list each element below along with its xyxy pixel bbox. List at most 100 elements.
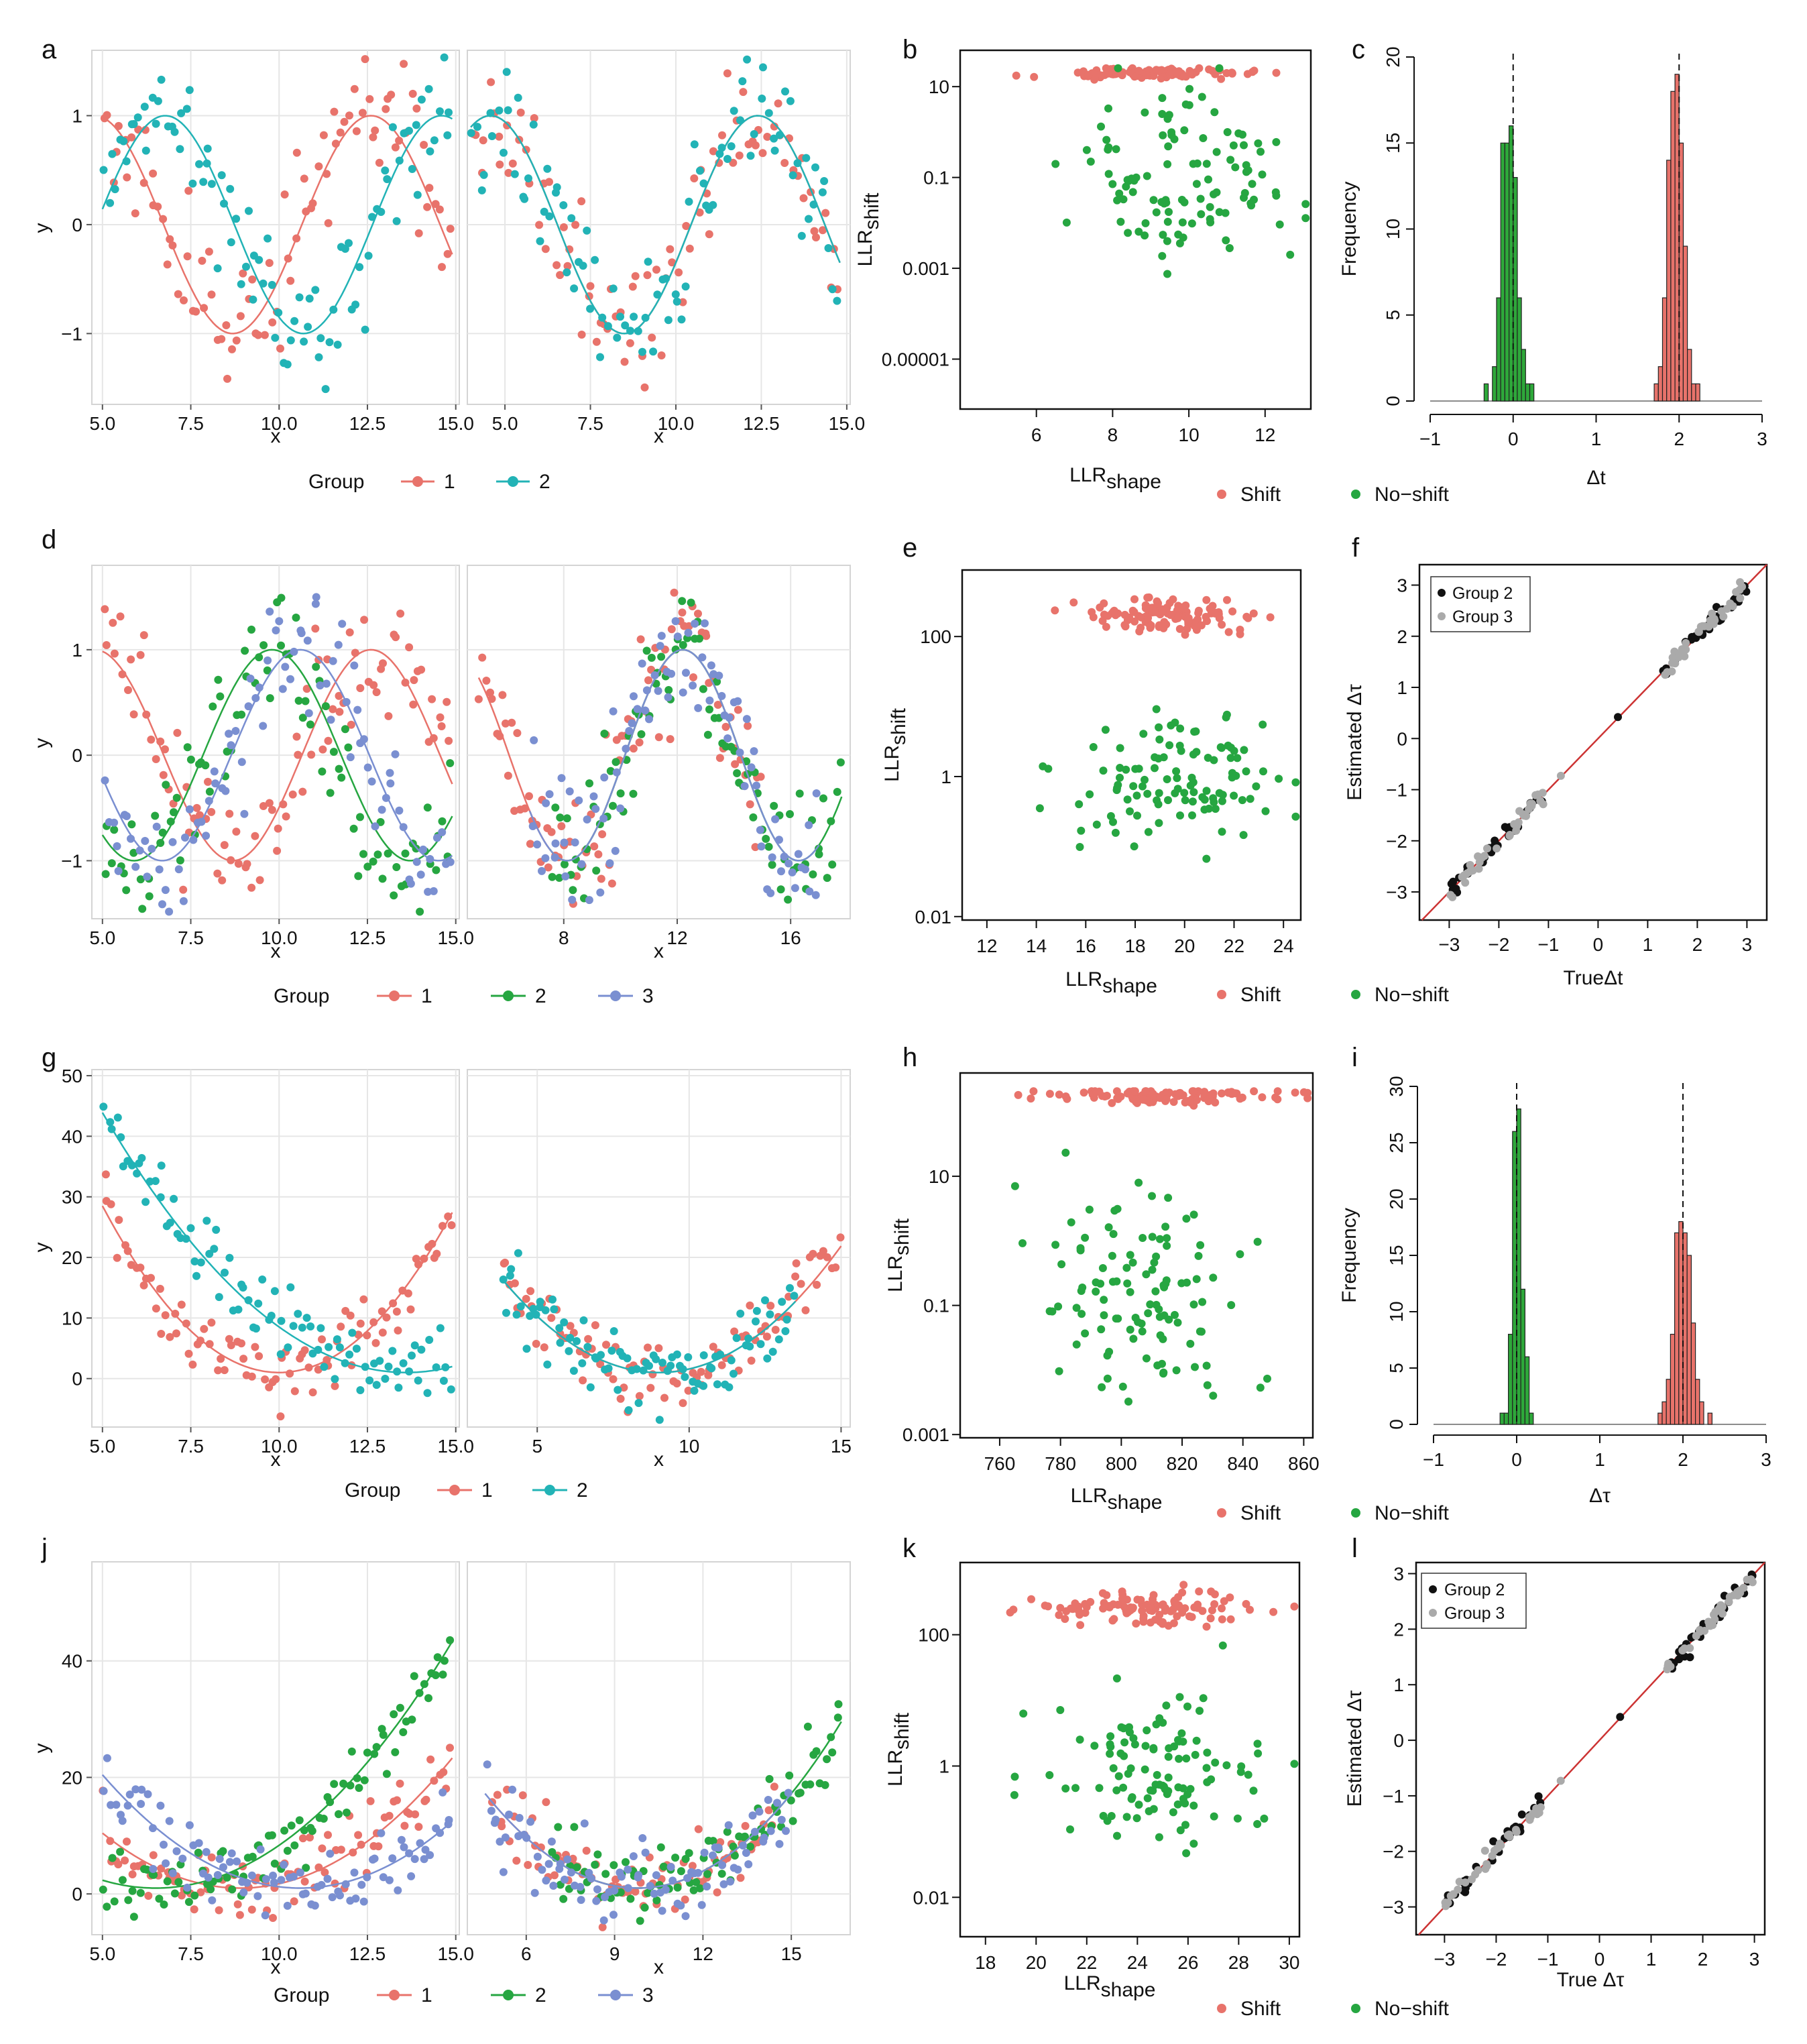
data-point — [631, 272, 640, 280]
facet-panel — [91, 565, 460, 919]
data-point — [176, 145, 184, 154]
data-point — [577, 331, 586, 339]
data-point — [493, 1791, 502, 1799]
data-point — [526, 1312, 534, 1320]
data-point — [381, 166, 390, 175]
data-point — [770, 122, 778, 131]
data-point — [368, 213, 376, 221]
data-point — [186, 755, 195, 764]
data-point — [1189, 1801, 1198, 1810]
data-point — [1185, 101, 1193, 109]
data-point — [139, 1281, 148, 1290]
data-point — [425, 1336, 434, 1344]
data-point — [487, 695, 496, 703]
data-point — [504, 106, 512, 115]
data-point — [723, 1827, 732, 1836]
data-point — [200, 1324, 209, 1333]
data-point — [744, 1335, 753, 1343]
data-point — [101, 1170, 110, 1179]
data-point — [359, 850, 367, 858]
data-point — [220, 199, 228, 208]
data-point — [761, 1296, 769, 1304]
data-point — [1738, 582, 1747, 591]
data-point — [1082, 146, 1091, 154]
data-point — [764, 842, 773, 851]
data-point — [556, 271, 565, 280]
data-point — [1126, 1728, 1134, 1737]
data-point — [734, 697, 742, 705]
data-point — [143, 1866, 152, 1874]
data-point — [1104, 170, 1113, 178]
data-point — [526, 1287, 535, 1296]
data-point — [1113, 1831, 1121, 1840]
data-point — [1244, 1770, 1252, 1779]
data-point — [709, 147, 717, 156]
data-point — [395, 136, 404, 145]
data-point — [694, 1868, 703, 1877]
legend-label-2: 2 — [577, 1479, 588, 1501]
data-point — [658, 1907, 666, 1915]
data-point — [812, 789, 821, 797]
data-point — [170, 127, 179, 136]
data-point — [682, 222, 691, 230]
data-point — [269, 1871, 278, 1880]
data-point — [353, 705, 362, 714]
data-point — [420, 1254, 428, 1263]
data-point — [1165, 208, 1173, 216]
data-point — [609, 1375, 618, 1383]
data-point — [352, 127, 361, 135]
data-point — [545, 790, 554, 799]
data-point — [174, 865, 183, 874]
data-point — [1205, 804, 1213, 813]
data-point — [1126, 1325, 1134, 1334]
data-point — [616, 313, 624, 321]
data-point — [1051, 606, 1059, 615]
data-point — [1170, 1742, 1179, 1751]
data-point — [1210, 1590, 1219, 1599]
data-point — [504, 771, 512, 780]
data-point — [363, 1873, 371, 1882]
data-point — [756, 1340, 765, 1349]
x-tick-label: 15 — [831, 1436, 852, 1457]
data-point — [616, 1394, 625, 1403]
data-point — [677, 1901, 685, 1910]
data-point — [127, 1161, 136, 1170]
data-point — [166, 817, 175, 826]
data-point — [401, 678, 410, 687]
data-point — [239, 1355, 248, 1363]
data-point — [670, 588, 679, 597]
data-point — [139, 631, 148, 640]
data-point — [378, 1328, 387, 1337]
data-point — [1188, 797, 1197, 806]
hist-bar — [1499, 1412, 1505, 1425]
data-point — [1223, 128, 1232, 136]
data-point — [796, 1788, 805, 1797]
hist-bar — [1521, 349, 1526, 402]
data-point — [207, 290, 216, 299]
data-point — [166, 1332, 174, 1341]
data-point — [656, 1843, 665, 1852]
data-point — [184, 1898, 193, 1907]
data-point — [141, 1198, 150, 1206]
y-tick-label: 0.1 — [923, 168, 949, 188]
hist-bar — [1483, 383, 1489, 402]
data-point — [601, 1870, 610, 1878]
data-point — [542, 1876, 550, 1885]
data-point — [697, 1367, 705, 1376]
data-point — [617, 1872, 626, 1881]
data-point — [530, 114, 538, 123]
x-tick-label: 12 — [693, 1943, 713, 1964]
data-point — [253, 1892, 262, 1900]
data-point — [774, 99, 782, 108]
data-point — [1291, 1088, 1299, 1097]
data-point — [1210, 1600, 1219, 1609]
data-point — [363, 763, 372, 772]
data-point — [1176, 1088, 1185, 1097]
data-point — [345, 239, 353, 247]
data-point — [770, 801, 778, 810]
data-point — [283, 1846, 292, 1855]
data-point — [520, 804, 529, 813]
